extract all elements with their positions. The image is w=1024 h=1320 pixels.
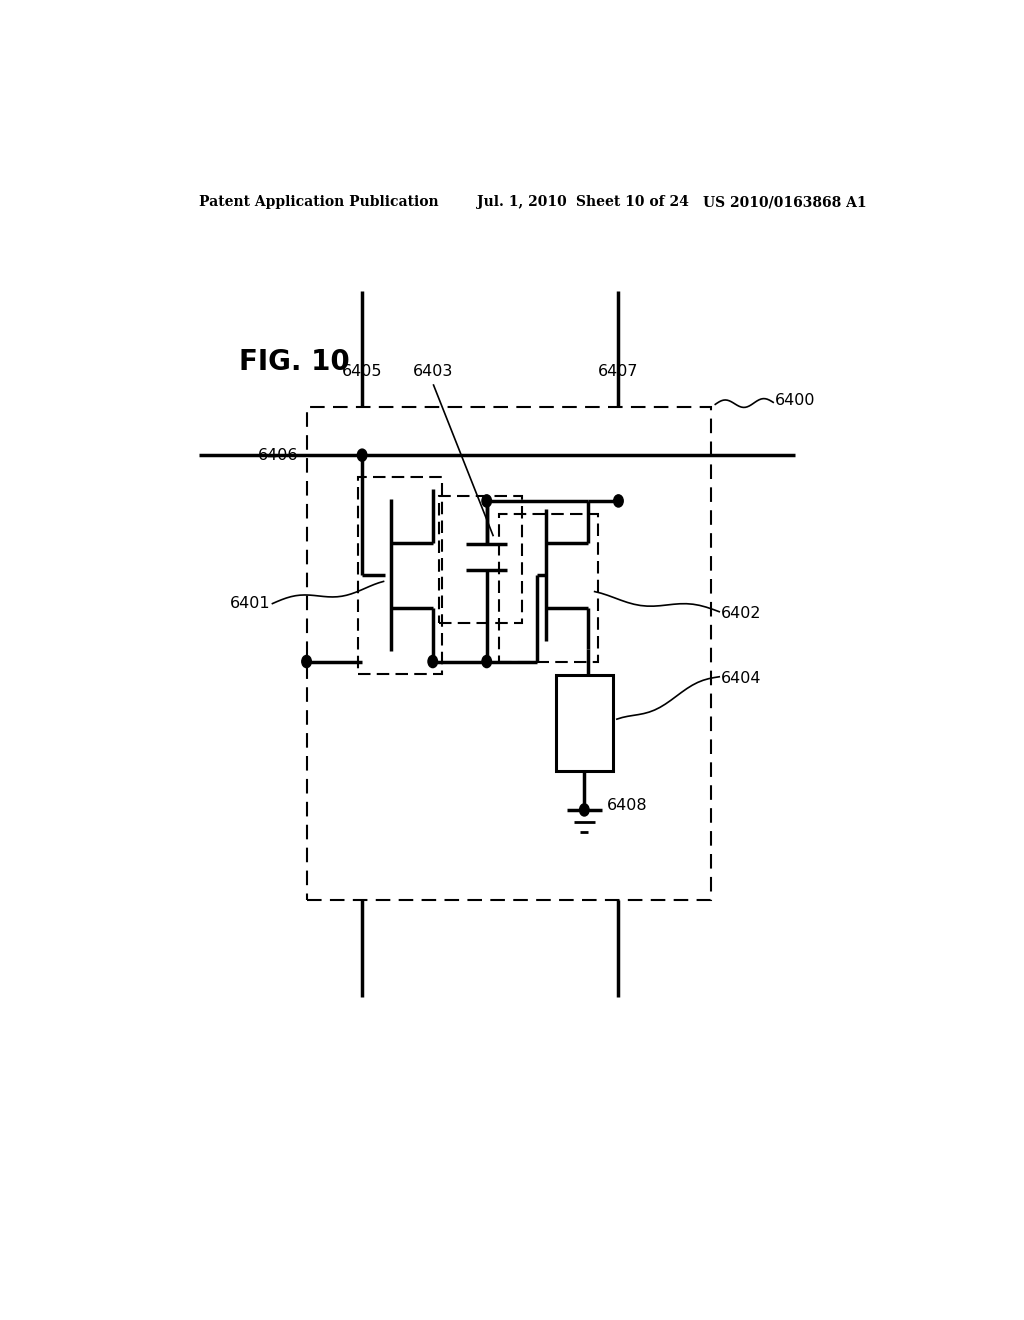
Circle shape	[580, 804, 589, 816]
Text: 6400: 6400	[775, 393, 815, 408]
Text: 6404: 6404	[721, 672, 761, 686]
Bar	[499, 515, 598, 661]
Circle shape	[482, 495, 492, 507]
Circle shape	[613, 495, 624, 507]
Text: 6405: 6405	[342, 364, 382, 379]
Circle shape	[302, 656, 311, 668]
Text: Jul. 1, 2010: Jul. 1, 2010	[477, 195, 567, 209]
Text: 6403: 6403	[414, 364, 454, 379]
Circle shape	[482, 656, 492, 668]
Text: 6402: 6402	[721, 606, 761, 622]
Text: FIG. 10: FIG. 10	[240, 347, 350, 376]
Bar	[306, 408, 712, 900]
Bar	[439, 496, 522, 623]
Text: 6406: 6406	[258, 447, 299, 463]
Text: 6401: 6401	[230, 597, 270, 611]
Text: US 2010/0163868 A1: US 2010/0163868 A1	[703, 195, 867, 209]
Text: 6408: 6408	[606, 799, 647, 813]
Text: Patent Application Publication: Patent Application Publication	[200, 195, 439, 209]
Circle shape	[428, 656, 437, 668]
Text: 6407: 6407	[598, 364, 639, 379]
Circle shape	[357, 449, 367, 461]
Bar	[556, 675, 613, 771]
Bar	[358, 477, 442, 673]
Text: Sheet 10 of 24: Sheet 10 of 24	[577, 195, 689, 209]
